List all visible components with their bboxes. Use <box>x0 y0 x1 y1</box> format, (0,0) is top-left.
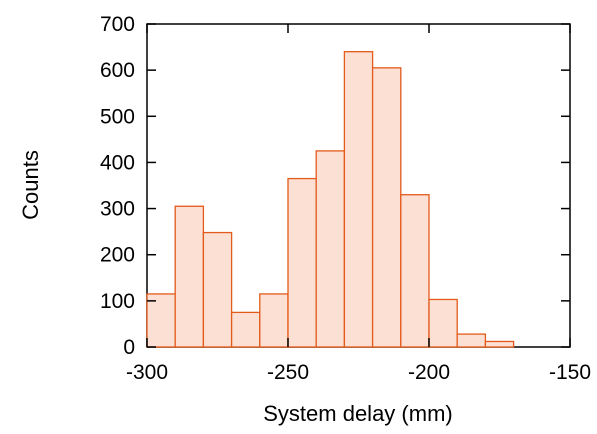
histogram-bar <box>259 293 289 348</box>
x-tick-label: -250 <box>267 361 309 384</box>
histogram-bar <box>315 150 346 348</box>
y-tick-label: 500 <box>100 105 135 128</box>
y-tick-label: 700 <box>100 13 135 36</box>
histogram-bar <box>343 51 374 348</box>
y-ticks-group: 0 100 200 300 400 500 600 700 <box>100 13 570 359</box>
histogram-bar <box>371 67 402 348</box>
histogram-bar <box>484 340 515 348</box>
y-tick-label: 600 <box>100 59 135 82</box>
histogram-bar <box>146 293 176 348</box>
histogram-bar <box>456 333 487 348</box>
histogram-bar <box>428 298 458 348</box>
histogram-bar <box>202 231 233 348</box>
y-axis-title: Counts <box>18 150 43 220</box>
bars-group <box>146 51 515 348</box>
x-tick-label: -200 <box>408 361 450 384</box>
histogram-bar <box>400 194 430 348</box>
y-tick-label: 0 <box>123 336 135 359</box>
histogram-bar <box>287 177 317 348</box>
x-tick-label: -150 <box>549 361 591 384</box>
y-tick-label: 400 <box>100 151 135 174</box>
y-tick-label: 100 <box>100 290 135 313</box>
x-tick-label: -300 <box>126 361 168 384</box>
x-ticks-group: -300 -250 -200 -150 <box>126 24 591 384</box>
histogram-bar <box>230 311 261 348</box>
histogram-bar <box>174 205 205 348</box>
y-tick-label: 300 <box>100 198 135 221</box>
x-axis-title: System delay (mm) <box>263 401 452 426</box>
y-tick-label: 200 <box>100 244 135 267</box>
